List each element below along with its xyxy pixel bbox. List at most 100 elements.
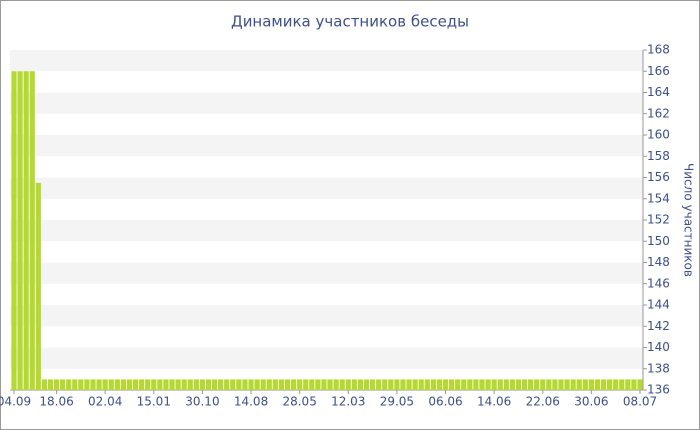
y-tick-label: 158 bbox=[647, 149, 670, 163]
y-tick-label: 160 bbox=[647, 128, 670, 142]
bar bbox=[625, 379, 631, 390]
grid-band bbox=[10, 220, 643, 242]
bar bbox=[619, 379, 625, 390]
bar bbox=[455, 379, 461, 390]
bar bbox=[84, 379, 90, 390]
bar bbox=[607, 379, 613, 390]
bar bbox=[23, 71, 29, 390]
bar bbox=[412, 379, 418, 390]
grid-band bbox=[10, 50, 643, 72]
bar bbox=[430, 379, 436, 390]
x-tick-label: 04.09 bbox=[0, 395, 31, 409]
x-tick-label: 06.06 bbox=[428, 395, 462, 409]
bar bbox=[90, 379, 96, 390]
bar bbox=[552, 379, 558, 390]
bar bbox=[17, 71, 23, 390]
bar bbox=[193, 379, 199, 390]
bar bbox=[248, 379, 254, 390]
x-tick-label: 14.06 bbox=[477, 395, 511, 409]
y-tick-label: 144 bbox=[647, 298, 670, 312]
bar bbox=[211, 379, 218, 390]
bar bbox=[181, 379, 187, 390]
bar bbox=[120, 379, 126, 390]
bar bbox=[29, 71, 35, 390]
bar bbox=[157, 379, 163, 390]
grid-band bbox=[10, 262, 643, 284]
bar bbox=[309, 379, 315, 390]
grid-band bbox=[10, 305, 643, 327]
bar bbox=[266, 379, 272, 390]
bar bbox=[473, 379, 479, 390]
x-tick-label: 30.10 bbox=[185, 395, 219, 409]
bar bbox=[126, 379, 133, 390]
bar bbox=[327, 379, 333, 390]
bar bbox=[515, 379, 522, 390]
bar bbox=[461, 379, 467, 390]
bar bbox=[534, 379, 540, 390]
bar bbox=[369, 379, 376, 390]
bar bbox=[637, 379, 643, 390]
bar bbox=[78, 379, 84, 390]
bar bbox=[102, 379, 108, 390]
y-tick-label: 154 bbox=[647, 191, 670, 205]
bar bbox=[540, 379, 546, 390]
bar bbox=[564, 379, 570, 390]
y-tick-label: 140 bbox=[647, 340, 670, 354]
bar bbox=[394, 379, 400, 390]
bar bbox=[218, 379, 224, 390]
bar bbox=[199, 379, 206, 390]
bar bbox=[613, 379, 619, 390]
bar bbox=[382, 379, 388, 390]
x-tick-label: 18.06 bbox=[39, 395, 73, 409]
y-tick-label: 150 bbox=[647, 234, 670, 248]
x-tick-label: 02.04 bbox=[88, 395, 122, 409]
bar bbox=[503, 379, 509, 390]
x-tick-label: 28.05 bbox=[282, 395, 316, 409]
bar bbox=[546, 379, 552, 390]
bar bbox=[345, 379, 351, 390]
y-tick-label: 164 bbox=[647, 85, 670, 99]
bar bbox=[187, 379, 193, 390]
bar bbox=[424, 379, 430, 390]
bar bbox=[321, 379, 327, 390]
bar bbox=[448, 379, 455, 390]
bar bbox=[497, 379, 503, 390]
bar bbox=[418, 379, 424, 390]
bar bbox=[376, 379, 382, 390]
bar bbox=[509, 379, 515, 390]
x-tick-label: 29.05 bbox=[380, 395, 414, 409]
bar bbox=[72, 379, 78, 390]
grid-band bbox=[10, 177, 643, 199]
bar bbox=[351, 379, 357, 390]
bar bbox=[485, 379, 491, 390]
bar bbox=[558, 379, 564, 390]
grid-band bbox=[10, 347, 643, 369]
bar bbox=[588, 379, 594, 390]
bar bbox=[406, 379, 412, 390]
x-tick-label: 14.08 bbox=[234, 395, 268, 409]
bar bbox=[363, 379, 370, 390]
x-tick-label: 12.03 bbox=[331, 395, 365, 409]
x-tick-label: 30.06 bbox=[574, 395, 608, 409]
bar bbox=[570, 379, 576, 390]
x-tick-label: 15.01 bbox=[137, 395, 171, 409]
bar bbox=[53, 379, 60, 390]
y-tick-label: 166 bbox=[647, 64, 670, 78]
bar bbox=[96, 379, 102, 390]
bar bbox=[254, 379, 260, 390]
bar bbox=[132, 379, 139, 390]
x-tick-label: 08.07 bbox=[623, 395, 657, 409]
bar bbox=[11, 71, 17, 390]
bar bbox=[600, 379, 607, 390]
bar bbox=[41, 379, 47, 390]
y-tick-label: 156 bbox=[647, 170, 670, 184]
bar bbox=[205, 379, 212, 390]
bar bbox=[230, 379, 236, 390]
bar bbox=[297, 379, 303, 390]
bar bbox=[333, 379, 339, 390]
bar bbox=[272, 379, 278, 390]
y-tick-label: 136 bbox=[647, 383, 670, 397]
y-tick-label: 162 bbox=[647, 106, 670, 120]
bar bbox=[442, 379, 449, 390]
